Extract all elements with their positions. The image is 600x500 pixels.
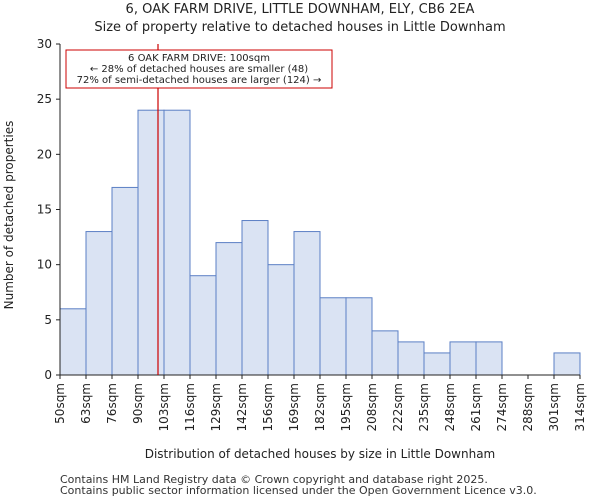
histogram-bar <box>59 308 87 376</box>
x-tick-label: 208sqm <box>365 383 379 431</box>
y-tick-label: 30 <box>37 37 52 51</box>
y-tick-label: 5 <box>44 313 52 327</box>
chart-title: 6, OAK FARM DRIVE, LITTLE DOWNHAM, ELY, … <box>125 2 475 17</box>
x-tick-label: 142sqm <box>235 383 249 431</box>
y-tick-label: 20 <box>37 147 52 161</box>
histogram-bar <box>163 109 191 376</box>
x-tick-label: 274sqm <box>495 383 509 431</box>
histogram-bar <box>475 341 503 376</box>
histogram-bar <box>137 109 165 376</box>
x-tick-label: 222sqm <box>391 383 405 431</box>
histogram-bar <box>449 341 477 376</box>
x-tick-label: 116sqm <box>183 383 197 431</box>
y-axis-label: Number of detached properties <box>2 121 16 310</box>
x-tick-label: 129sqm <box>209 383 223 431</box>
x-axis-label: Distribution of detached houses by size … <box>145 447 496 461</box>
histogram-bar <box>293 231 321 376</box>
x-tick-label: 156sqm <box>261 383 275 431</box>
histogram-bar <box>267 264 295 376</box>
x-tick-label: 76sqm <box>105 383 119 424</box>
x-tick-label: 235sqm <box>417 383 431 431</box>
annotation-text: ← 28% of detached houses are smaller (48… <box>90 64 308 75</box>
histogram-bar <box>345 297 373 376</box>
histogram-bar <box>423 352 451 376</box>
histogram-bar <box>397 341 425 376</box>
histogram-bar <box>553 352 581 376</box>
x-tick-label: 182sqm <box>313 383 327 431</box>
x-tick-label: 169sqm <box>287 383 301 431</box>
x-tick-label: 90sqm <box>131 383 145 424</box>
footer-line-1: Contains HM Land Registry data © Crown c… <box>60 473 488 486</box>
x-tick-label: 50sqm <box>53 383 67 424</box>
x-tick-label: 301sqm <box>547 383 561 431</box>
annotation-text: 72% of semi-detached houses are larger (… <box>77 75 322 86</box>
histogram-bar <box>319 297 347 376</box>
annotation-box <box>65 49 333 89</box>
chart-subtitle: Size of property relative to detached ho… <box>94 20 506 35</box>
annotation-text: 6 OAK FARM DRIVE: 100sqm <box>128 53 270 64</box>
y-tick-label: 25 <box>37 92 52 106</box>
x-tick-label: 314sqm <box>573 383 587 431</box>
histogram-bar <box>241 220 269 376</box>
y-tick-label: 0 <box>44 368 52 382</box>
histogram-bar <box>189 275 217 376</box>
x-tick-label: 63sqm <box>79 383 93 424</box>
x-tick-label: 103sqm <box>157 383 171 431</box>
x-tick-label: 195sqm <box>339 383 353 431</box>
histogram-bar <box>215 242 243 376</box>
footer-line-2: Contains public sector information licen… <box>60 484 537 497</box>
x-tick-label: 248sqm <box>443 383 457 431</box>
x-tick-label: 288sqm <box>521 383 535 431</box>
histogram-bar <box>85 231 113 376</box>
histogram-bar <box>111 186 139 376</box>
histogram-bar <box>371 330 399 376</box>
y-tick-label: 15 <box>37 203 52 217</box>
y-tick-label: 10 <box>37 258 52 272</box>
x-tick-label: 261sqm <box>469 383 483 431</box>
